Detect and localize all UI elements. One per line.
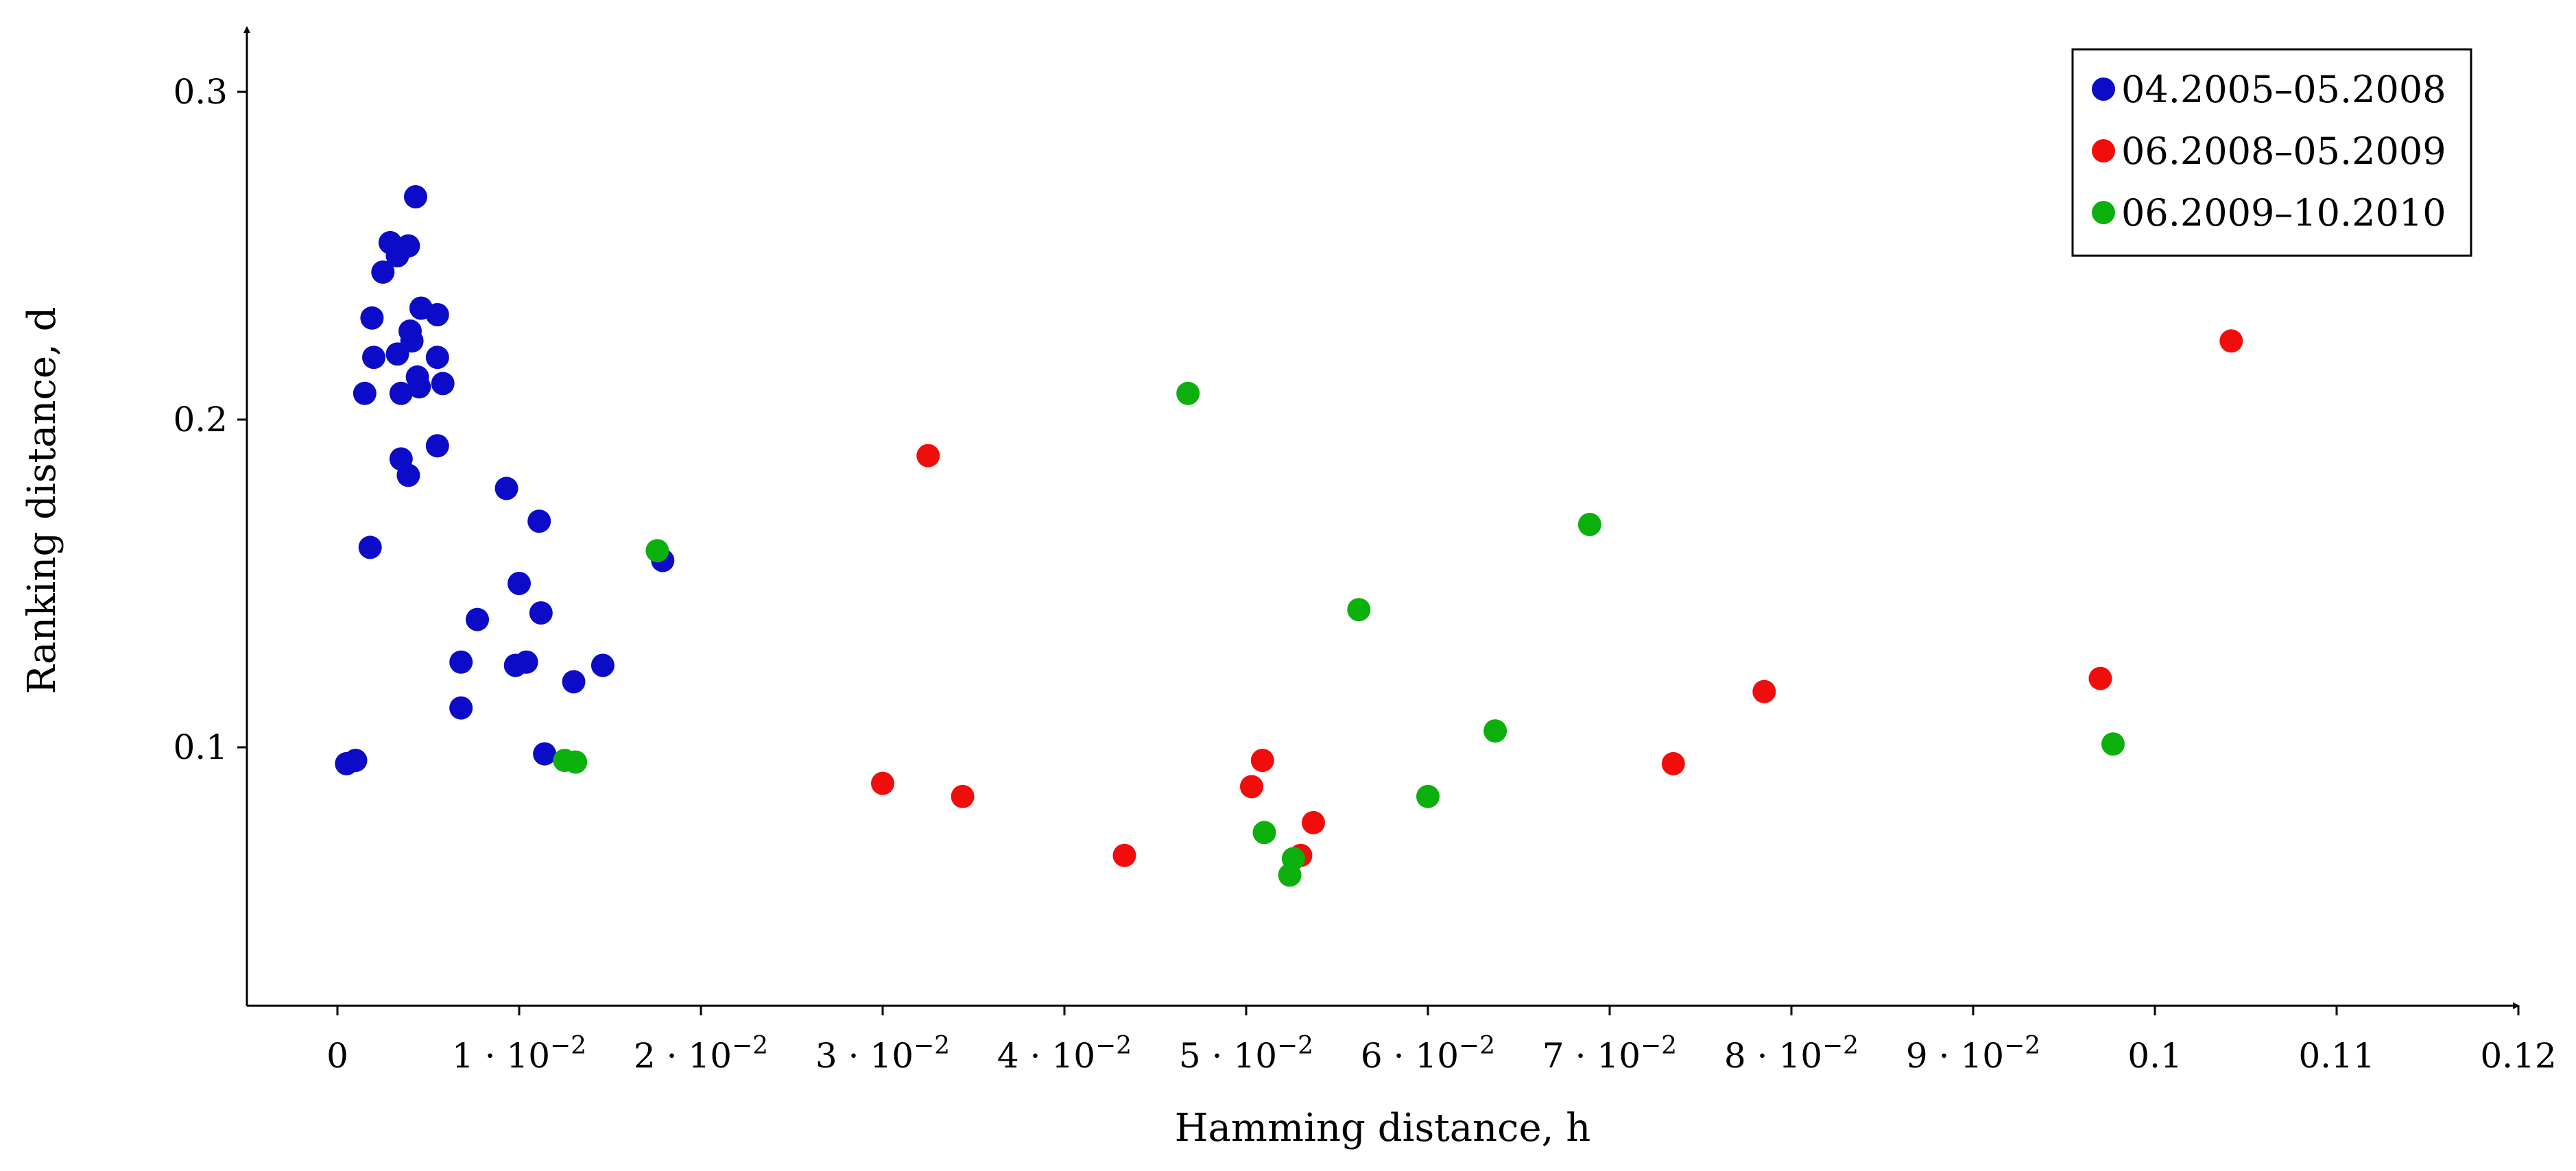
data-point	[951, 784, 975, 808]
data-point	[871, 771, 894, 795]
y-axis-label: Ranking distance, d	[20, 307, 64, 695]
data-point	[425, 303, 449, 326]
data-point	[564, 750, 588, 774]
x-tick-label: 7 · 10−2	[1542, 1032, 1677, 1076]
data-point	[396, 234, 420, 258]
data-point	[425, 346, 449, 370]
x-tick-label: 5 · 10−2	[1179, 1032, 1313, 1076]
data-point	[1240, 775, 1263, 799]
legend-marker	[2092, 77, 2115, 101]
x-tick-label: 8 · 10−2	[1724, 1032, 1859, 1076]
data-point	[645, 539, 669, 563]
x-tick-label: 9 · 10−2	[1906, 1032, 2040, 1076]
data-point	[360, 306, 384, 330]
data-point	[1752, 679, 1776, 703]
series-3	[553, 381, 2125, 887]
data-point	[529, 601, 553, 625]
data-point	[1577, 513, 1601, 536]
x-tick-label: 0.1	[2127, 1036, 2182, 1076]
x-tick-label: 2 · 10−2	[634, 1032, 768, 1076]
x-tick-label: 0.12	[2480, 1036, 2556, 1076]
data-point	[1416, 784, 1440, 808]
x-tick-label: 6 · 10−2	[1361, 1032, 1495, 1076]
x-tick-label: 4 · 10−2	[997, 1032, 1132, 1076]
data-point	[1281, 847, 1305, 871]
data-point	[916, 444, 940, 468]
data-point	[1347, 598, 1371, 622]
data-point	[449, 650, 473, 674]
data-point	[562, 670, 586, 694]
x-tick-label: 0	[326, 1036, 348, 1076]
legend-label: 06.2008–05.2009	[2121, 130, 2446, 173]
data-point	[396, 463, 420, 487]
data-point	[527, 509, 551, 533]
data-point	[407, 375, 431, 399]
data-points	[335, 185, 2243, 887]
data-point	[591, 653, 615, 677]
data-point	[533, 742, 557, 766]
x-tick-label: 3 · 10−2	[815, 1032, 950, 1076]
data-point	[2219, 329, 2243, 353]
data-point	[362, 346, 385, 370]
legend: 04.2005–05.2008 06.2008–05.2009 06.2009–10…	[2071, 48, 2472, 257]
data-point	[466, 607, 489, 631]
data-point	[400, 329, 424, 353]
data-point	[344, 749, 368, 773]
data-point	[431, 372, 455, 396]
axes	[243, 26, 2520, 1009]
data-point	[494, 476, 518, 500]
data-point	[358, 535, 382, 559]
data-point	[2088, 666, 2112, 690]
data-point	[425, 434, 449, 458]
data-point	[1250, 749, 1274, 773]
y-tick-label: 0.3	[173, 72, 228, 112]
legend-label: 06.2009–10.2010	[2121, 191, 2446, 234]
legend-marker	[2092, 139, 2115, 162]
series-2	[871, 329, 2243, 867]
y-tick-label: 0.1	[173, 727, 228, 767]
series-1	[335, 185, 675, 775]
legend-marker	[2092, 201, 2115, 224]
data-point	[1112, 843, 1136, 867]
x-axis-label: Hamming distance, h	[1175, 1106, 1591, 1150]
data-point	[449, 696, 473, 720]
data-point	[514, 650, 538, 674]
x-tick-label: 1 · 10−2	[452, 1032, 586, 1076]
legend-box	[2071, 48, 2472, 257]
data-point	[508, 572, 531, 595]
legend-label: 04.2005–05.2008	[2121, 68, 2446, 111]
data-point	[1176, 381, 1200, 405]
data-point	[404, 185, 427, 208]
data-point	[371, 260, 395, 284]
data-point	[1483, 719, 1507, 743]
y-tick-label: 0.2	[173, 400, 228, 439]
data-point	[1302, 810, 1325, 834]
x-tick-label: 0.11	[2298, 1036, 2374, 1076]
data-point	[1661, 751, 1685, 775]
data-point	[1252, 821, 1276, 845]
data-point	[353, 381, 377, 405]
data-point	[389, 381, 413, 405]
data-point	[2101, 732, 2125, 756]
